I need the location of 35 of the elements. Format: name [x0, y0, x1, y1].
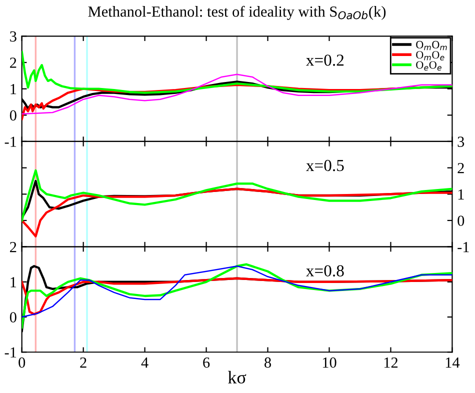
y-tick-label: 3 [10, 31, 16, 42]
y-tick-label: -1 [4, 136, 16, 147]
line-series [22, 188, 452, 238]
x-tick-label: 0 [18, 357, 26, 368]
x-tick-label: 8 [264, 357, 271, 368]
line-series [22, 277, 452, 316]
x-tick-label: 6 [203, 357, 210, 368]
y-tick-label: 2 [10, 242, 16, 252]
x-axis-title: kσ [228, 370, 246, 384]
y-tick-label: 1 [10, 84, 16, 94]
y-tick-label: 1 [458, 189, 464, 200]
x-tick-label: 2 [80, 357, 86, 368]
y-tick-label: 0 [458, 216, 464, 226]
line-series [22, 74, 452, 114]
annotation: x=0.8 [306, 265, 344, 277]
y-tick-label: 3 [458, 136, 464, 147]
y-tick-label: -1 [4, 347, 16, 358]
line-series [22, 50, 452, 94]
legend-label: O$_{m}$O$_{m}$ [416, 40, 447, 50]
y-tick-label: 2 [10, 58, 16, 68]
legend-label: O$_{e}$O$_{e}$ [416, 61, 442, 71]
y-tick-label: 2 [458, 162, 464, 174]
legend-label: O$_{m}$O$_{e}$ [416, 51, 444, 60]
annotation: x=0.5 [306, 160, 344, 172]
y-tick-label: 0 [10, 110, 16, 121]
x-tick-label: 10 [322, 357, 336, 368]
x-tick-label: 4 [141, 358, 148, 368]
y-tick-label: 1 [10, 277, 16, 288]
chart-title: Methanol-Ethanol: test of ideality with S$_{OaOb}$(k) [88, 6, 386, 20]
annotation: x=0.2 [306, 54, 344, 66]
x-tick-label: 14 [446, 358, 460, 368]
line-series [22, 265, 452, 318]
x-tick-label: 12 [384, 357, 398, 368]
y-tick-label: 0 [10, 312, 16, 322]
y-tick-label: -1 [458, 242, 469, 252]
